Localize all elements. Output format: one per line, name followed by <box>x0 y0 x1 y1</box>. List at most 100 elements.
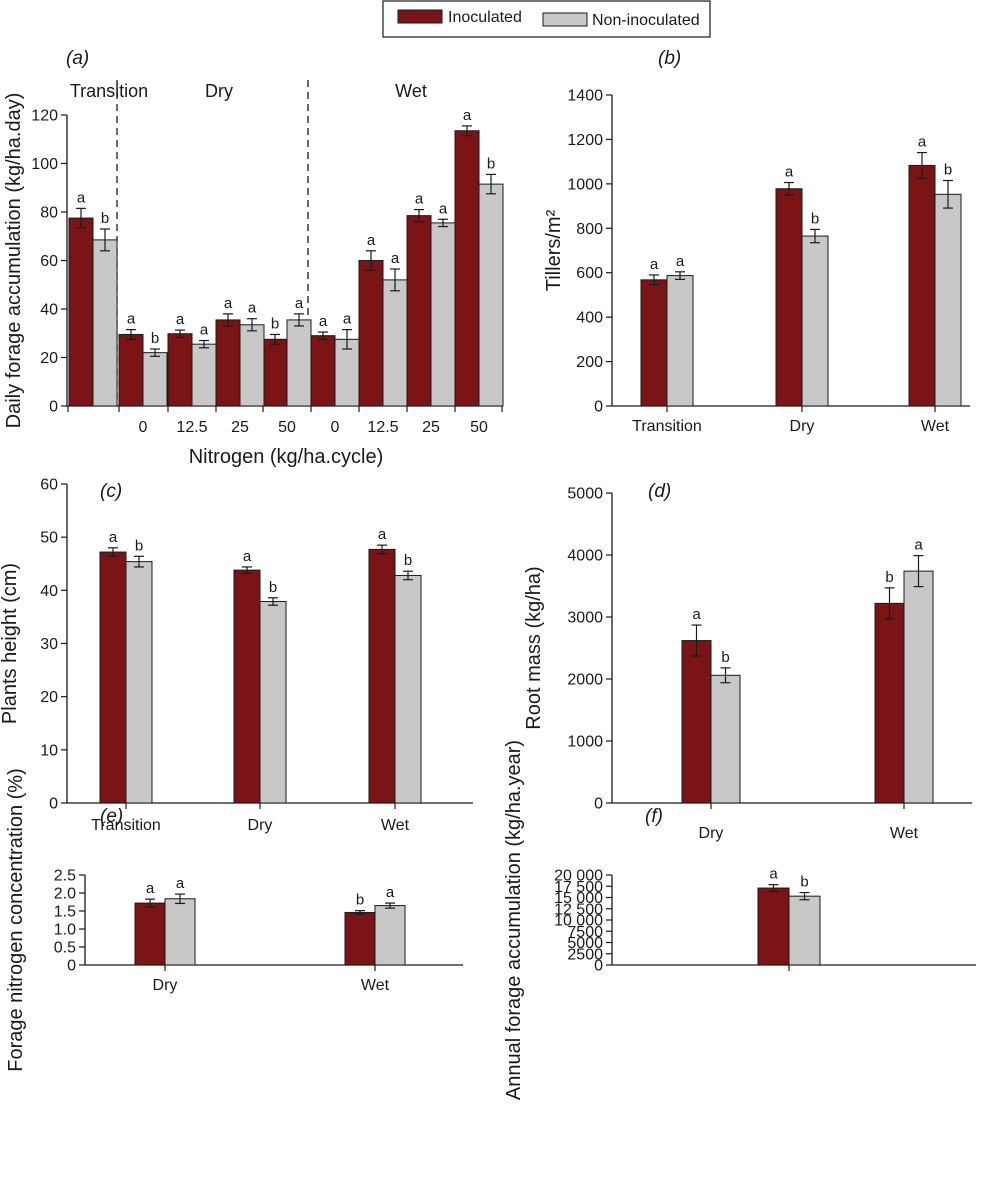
significance-letter: a <box>224 295 233 312</box>
significance-letter: a <box>127 311 136 328</box>
y-tick-label: 5000 <box>567 935 603 952</box>
y-tick-label: 120 <box>31 108 58 125</box>
y-tick-label: 20 <box>40 350 58 367</box>
bar-inoculated <box>134 902 166 966</box>
y-tick-label: 60 <box>40 253 58 270</box>
y-tick-label: 60 <box>40 477 58 494</box>
y-tick-label: 200 <box>576 354 603 371</box>
y-axis-label: Forage nitrogen concentration (%) <box>5 768 27 1072</box>
y-tick-label: 40 <box>40 302 58 319</box>
significance-letter: a <box>319 313 328 330</box>
x-tick-label: 25 <box>422 419 440 436</box>
significance-letter: b <box>885 569 893 586</box>
bar-inoculated <box>454 130 480 407</box>
legend-swatch-inoculated <box>397 9 443 24</box>
bar-inoculated <box>167 333 193 407</box>
bar-inoculated <box>262 338 288 407</box>
significance-letter: a <box>391 250 400 267</box>
y-tick-label: 2.5 <box>54 868 76 885</box>
bar-non-inoculated <box>142 352 168 407</box>
y-tick-label: 50 <box>40 530 58 547</box>
panel-label: (d) <box>648 481 671 502</box>
bar-inoculated <box>310 335 336 407</box>
plot-panel-1: 0 20 40 60 80 100 120 Daily forage accumulation… <box>3 48 504 468</box>
bar-non-inoculated <box>259 600 287 804</box>
significance-letter: a <box>176 875 185 892</box>
bar-non-inoculated <box>239 324 265 407</box>
x-tick-label: Dry <box>790 418 815 435</box>
bar-inoculated <box>874 602 905 804</box>
y-tick-label: 12 500 <box>554 901 603 918</box>
y-tick-label: 20 000 <box>554 868 603 885</box>
significance-letter: b <box>487 155 495 172</box>
x-tick-label: Wet <box>890 825 919 842</box>
y-tick-label: 400 <box>576 310 603 327</box>
legend-swatch-non-inoculated <box>542 12 588 27</box>
significance-letter: a <box>146 880 155 897</box>
x-tick-label: 12.5 <box>176 419 207 436</box>
significance-letter: b <box>721 649 729 666</box>
y-tick-label: 1.0 <box>54 922 76 939</box>
segment-label: Transition <box>70 81 148 101</box>
bar-non-inoculated <box>125 561 153 804</box>
bar-inoculated <box>68 217 94 407</box>
bar-inoculated <box>233 569 261 804</box>
y-tick-label: 2500 <box>567 946 603 963</box>
significance-letter: a <box>343 311 352 328</box>
x-tick-label: Wet <box>381 817 410 834</box>
y-tick-label: 15 000 <box>554 890 603 907</box>
y-tick-label: 600 <box>576 265 603 282</box>
significance-letter: a <box>109 529 118 546</box>
bar-inoculated <box>358 260 384 407</box>
x-tick-label: Dry <box>153 977 178 994</box>
bar-inoculated <box>640 279 668 407</box>
significance-letter: b <box>269 579 277 596</box>
legend-label-inoculated: Inoculated <box>448 9 522 26</box>
bar-inoculated <box>681 640 712 804</box>
significance-letter: a <box>77 189 86 206</box>
panel-label: (c) <box>100 481 122 502</box>
bar-non-inoculated <box>374 905 406 966</box>
y-tick-label: 4000 <box>567 548 603 565</box>
y-tick-label: 1000 <box>567 734 603 751</box>
plot-panel-2: 0 200 400 600 800 1000 1200 1400 Tillers/m² (b) Tr… <box>543 48 970 435</box>
bar-non-inoculated <box>478 183 504 407</box>
significance-letter: b <box>404 552 412 569</box>
x-tick-label: Wet <box>361 977 390 994</box>
significance-letter: b <box>271 315 279 332</box>
bar-inoculated <box>99 551 127 804</box>
significance-letter: b <box>811 210 819 227</box>
significance-letter: a <box>914 537 923 554</box>
x-tick-label: Dry <box>699 825 724 842</box>
significance-letter: b <box>135 537 143 554</box>
bar-non-inoculated <box>92 239 118 407</box>
y-tick-label: 80 <box>40 205 58 222</box>
bar-non-inoculated <box>934 193 962 407</box>
y-tick-label: 0 <box>49 796 58 813</box>
legend: Inoculated Non-inoculated <box>382 0 711 38</box>
y-tick-label: 7500 <box>567 924 603 941</box>
y-axis-label: Annual forage accumulation (kg/ha.year) <box>503 740 525 1100</box>
legend-label-non-inoculated: Non-inoculated <box>592 12 700 29</box>
y-tick-label: 3000 <box>567 610 603 627</box>
y-tick-label: 0 <box>49 399 58 416</box>
panel-label: (a) <box>66 48 89 69</box>
bar-inoculated <box>118 333 144 407</box>
x-tick-label: 12.5 <box>367 419 398 436</box>
bar-non-inoculated <box>430 222 456 407</box>
y-tick-label: 30 <box>40 636 58 653</box>
bar-inoculated <box>368 548 396 804</box>
plot-panel-3: 0 10 20 30 40 50 60 Plants height (cm) (c) Transi… <box>0 477 473 834</box>
significance-letter: a <box>415 191 424 208</box>
x-tick-label: 0 <box>331 419 340 436</box>
y-tick-label: 20 <box>40 689 58 706</box>
bar-inoculated <box>775 188 803 407</box>
significance-letter: a <box>295 295 304 312</box>
y-tick-label: 0 <box>594 796 603 813</box>
y-tick-label: 0.5 <box>54 940 76 957</box>
bar-non-inoculated <box>710 674 741 804</box>
significance-letter: b <box>151 330 159 347</box>
